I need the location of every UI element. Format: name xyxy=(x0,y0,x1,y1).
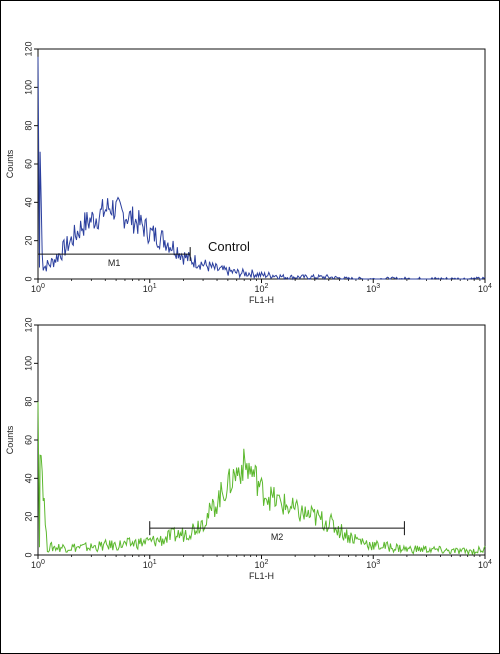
y-tick-label: 20 xyxy=(23,236,33,246)
x-tick-label: 103 xyxy=(366,283,380,294)
x-tick-label: 102 xyxy=(255,559,269,570)
y-tick-label: 60 xyxy=(23,159,33,169)
x-tick-label: 104 xyxy=(478,283,492,294)
y-tick-label: 100 xyxy=(23,80,33,95)
x-tick-label: 100 xyxy=(31,283,45,294)
bottom-plot-axes xyxy=(37,324,486,556)
bottom-histogram-panel: 0 20 40 60 80 100 120 100 101 102 103 104 Counts FL… xyxy=(5,317,492,581)
x-tick-label: 101 xyxy=(143,283,157,294)
x-tick-label: 100 xyxy=(31,559,45,570)
y-tick-label: 0 xyxy=(23,276,33,281)
control-annotation: Control xyxy=(208,239,250,254)
top-histogram-panel: 0 20 40 60 80 100 120 100 101 102 103 104 Counts FL… xyxy=(5,41,492,305)
x-tick-label: 102 xyxy=(255,283,269,294)
m1-gate-marker xyxy=(37,247,191,262)
m2-gate-label: M2 xyxy=(271,532,284,542)
y-tick-label: 0 xyxy=(23,552,33,557)
top-x-axis-label: FL1-H xyxy=(249,295,274,305)
bottom-axis-ticks: 0 20 40 60 80 100 120 100 101 102 103 104 xyxy=(23,317,492,570)
x-tick-label: 101 xyxy=(143,559,157,570)
y-tick-label: 80 xyxy=(23,397,33,407)
top-y-axis-label: Counts xyxy=(5,149,15,178)
bottom-histogram-curve xyxy=(37,401,486,557)
top-histogram-curve xyxy=(37,56,486,281)
x-tick-label: 104 xyxy=(478,559,492,570)
y-tick-label: 40 xyxy=(23,473,33,483)
y-tick-label: 20 xyxy=(23,512,33,522)
top-axis-ticks: 0 20 40 60 80 100 120 100 101 102 103 104 xyxy=(23,41,492,294)
y-tick-label: 100 xyxy=(23,356,33,371)
histogram-line xyxy=(37,56,486,281)
x-tick-label: 103 xyxy=(366,559,380,570)
bottom-x-axis-label: FL1-H xyxy=(249,571,274,581)
y-tick-label: 120 xyxy=(23,317,33,332)
m2-gate-marker xyxy=(149,521,405,536)
y-tick-label: 80 xyxy=(23,121,33,131)
bottom-y-axis-label: Counts xyxy=(5,425,15,454)
plot-frame xyxy=(37,324,486,556)
m1-gate-label: M1 xyxy=(108,258,121,268)
plot-frame xyxy=(37,48,486,280)
y-tick-label: 60 xyxy=(23,435,33,445)
top-plot-axes xyxy=(37,48,486,280)
y-tick-label: 120 xyxy=(23,41,33,56)
y-tick-label: 40 xyxy=(23,197,33,207)
histogram-line xyxy=(37,401,486,557)
